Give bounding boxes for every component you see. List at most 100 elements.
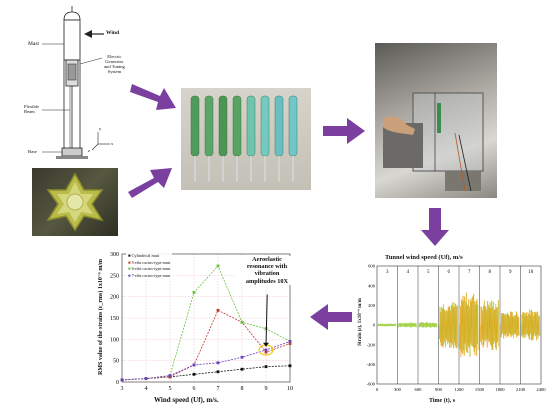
x-tick-label: 4	[145, 386, 148, 392]
y-tick-label: 50	[113, 359, 119, 365]
data-point	[264, 350, 268, 354]
x-tick-label: 600	[415, 387, 423, 392]
axis-x-label: x	[111, 141, 114, 146]
axis-y-label: y	[99, 126, 102, 131]
mast-sample	[204, 95, 214, 157]
data-point	[192, 291, 196, 294]
data-point	[216, 361, 220, 365]
chart-left-ylabel: RMS value of the strains (ε_rms) 1x10⁻⁶ …	[98, 259, 104, 376]
y-tick-label: 0	[373, 323, 376, 328]
data-point	[288, 342, 292, 345]
y-tick-label: 150	[110, 316, 119, 322]
mast-sample	[274, 95, 284, 157]
signal-trace	[439, 302, 458, 349]
base-label: Base	[28, 149, 37, 154]
arrow-cactus-to-masts	[128, 168, 172, 198]
y-tick-label: 250	[110, 273, 119, 279]
flexible-beam-label: Flexible Beam	[24, 104, 40, 114]
x-tick-label: 2100	[516, 387, 526, 392]
wind-tunnel-photo	[375, 43, 497, 198]
arrow-masts-to-tunnel	[323, 118, 365, 144]
data-point	[216, 370, 220, 374]
x-tick-label: 8	[241, 386, 244, 392]
y-tick-label: 300	[110, 252, 119, 258]
signal-xlabel: Time (t), s	[429, 398, 456, 404]
signal-trace	[377, 323, 397, 327]
x-tick-label: 300	[394, 387, 402, 392]
data-point	[144, 377, 148, 380]
arrow-schematic-to-masts	[130, 84, 176, 110]
series-line	[121, 365, 291, 381]
legend-item: ■ Cylindrical mast	[128, 253, 160, 258]
data-point	[240, 355, 244, 359]
speed-segment-label: 4	[407, 270, 410, 275]
mast-sample	[288, 95, 298, 157]
legend-item: ■ 7-ribs cactus-type mast	[128, 272, 171, 278]
speed-segment-label: 6	[448, 270, 451, 275]
data-point	[288, 364, 292, 368]
mast-sample	[190, 95, 200, 157]
signal-trace	[521, 309, 540, 341]
speed-segment-label: 5	[427, 270, 430, 275]
x-tick-label: 2400	[536, 387, 546, 392]
axis-z-label: z	[88, 148, 91, 153]
mast-sample	[218, 95, 228, 157]
series-line	[121, 309, 291, 381]
data-point	[192, 363, 196, 367]
speed-segment-label: 9	[509, 270, 512, 275]
x-tick-label: 3	[121, 386, 124, 392]
signal-title: Tunnel wind speed (Uf), m/s	[385, 254, 463, 261]
y-tick-label: -400	[367, 362, 376, 367]
speed-segment-label: 3	[386, 270, 389, 275]
generator-label: Electric Generator and Tuning System	[104, 54, 125, 74]
speed-segment-label: 7	[468, 270, 471, 275]
data-point	[288, 340, 292, 343]
resonance-annotation: Aeroelastic resonance with vibration amp…	[236, 256, 298, 285]
data-point	[240, 320, 244, 324]
arrow-tunnel-to-signal	[421, 208, 449, 246]
signal-trace	[459, 292, 479, 358]
data-point	[120, 378, 124, 382]
mast-label: Mast	[28, 41, 39, 47]
data-point	[168, 374, 172, 377]
data-point	[192, 372, 196, 376]
rms-line-chart: 3 4 5 6 7 8 9 10 0 50 100 150 200 250 300 Wind speed (…	[90, 248, 300, 406]
data-point	[264, 348, 268, 352]
x-tick-label: 9	[265, 386, 268, 392]
mast-schematic: Wind Mast Electric Generator and Tuning …	[0, 0, 140, 165]
data-point	[240, 367, 244, 371]
x-tick-label: 6	[193, 386, 196, 392]
data-point	[216, 308, 220, 312]
x-tick-label: 1800	[495, 387, 505, 392]
y-tick-label: -600	[367, 382, 376, 387]
y-tick-label: 400	[368, 283, 376, 288]
mast-tube	[63, 19, 81, 61]
y-tick-label: -200	[367, 342, 376, 347]
signal-trace	[418, 322, 438, 328]
signal-ylabel: Strain (ε), 1x10⁻⁶ m/m	[358, 298, 363, 346]
mast-sample	[260, 95, 270, 157]
mast-sample	[246, 95, 256, 157]
x-tick-label: 0	[376, 387, 379, 392]
mast-sample	[232, 95, 242, 157]
wind-label: Wind	[106, 30, 120, 36]
speed-segment-label: 10	[528, 270, 534, 275]
data-point	[264, 365, 268, 369]
y-tick-label: 100	[110, 337, 119, 343]
y-tick-label: 200	[110, 295, 119, 301]
x-tick-label: 1200	[454, 387, 464, 392]
y-tick-label: 600	[368, 264, 376, 269]
cactus-cross-section-photo	[32, 168, 118, 236]
y-tick-label: 200	[368, 303, 376, 308]
signal-trace	[480, 300, 499, 351]
speed-segment-label: 8	[489, 270, 492, 275]
x-tick-label: 10	[287, 386, 293, 392]
signal-trace	[500, 311, 520, 339]
signal-trace	[398, 322, 417, 328]
x-tick-label: 5	[169, 386, 172, 392]
chart-legend: ■ Cylindrical mast ■ 5-ribs cactus-type …	[126, 253, 173, 280]
x-tick-label: 7	[217, 386, 220, 392]
x-tick-label: 900	[435, 387, 443, 392]
data-point	[216, 264, 220, 268]
strain-signal-chart: Tunnel wind speed (Uf), m/s 600 400 200 0 -2…	[355, 248, 548, 408]
